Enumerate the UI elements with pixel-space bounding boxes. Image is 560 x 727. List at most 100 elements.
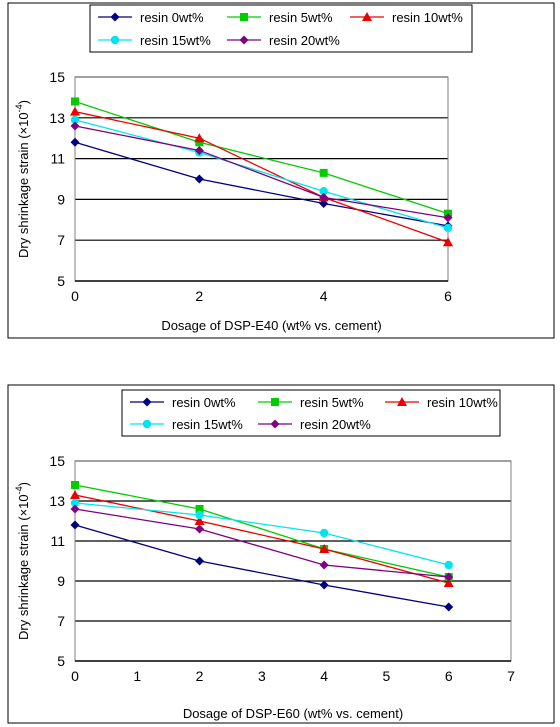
series-resin-0 (70, 520, 454, 612)
series-line (74, 111, 449, 243)
legend-label: resin 10wt% (427, 395, 498, 410)
legend-item: resin 10wt% (385, 395, 498, 410)
data-point (319, 168, 328, 177)
legend-box (89, 4, 473, 53)
x-tick-label: 3 (258, 668, 266, 684)
series-line (74, 125, 449, 219)
legend-item: resin 10wt% (350, 10, 463, 25)
data-point (71, 97, 79, 106)
legend-label: resin 0wt% (140, 10, 204, 25)
data-point (70, 115, 80, 125)
x-axis-label: Dosage of DSP-E60 (wt% vs. cement) (183, 706, 403, 721)
y-axis-label-exponent: -4 (14, 486, 24, 494)
x-tick-label: 6 (444, 288, 452, 304)
chart-frame (7, 384, 555, 724)
chart-panel-dsp-e40: 5 7 9 11 13 15 0 2 4 6 Dosage of DSP-E40 (wt% vs. … (7, 2, 555, 339)
data-point (195, 524, 205, 534)
y-tick-label: 13 (49, 110, 65, 126)
x-tick-label: 6 (445, 668, 453, 684)
data-point (319, 580, 329, 590)
series-line (74, 502, 449, 566)
chart-frame (7, 2, 555, 339)
y-tick-label: 5 (57, 653, 65, 669)
legend: resin 0wt% resin 5wt% resin 10wt% resin 15w… (89, 4, 473, 53)
legend-label: resin 10wt% (392, 10, 463, 25)
data-point (319, 528, 329, 538)
data-point (194, 133, 205, 143)
legend-swatch-marker (142, 397, 152, 407)
y-axis-label-text: Dry shrinkage strain (×10 (16, 112, 31, 258)
y-tick-label: 9 (57, 191, 65, 207)
data-point (443, 223, 453, 233)
data-point (70, 498, 80, 508)
y-axis-label-close: ) (16, 100, 31, 104)
legend-item: resin 0wt% (130, 395, 236, 410)
x-tick-label: 0 (71, 288, 79, 304)
series-resin-10 (70, 490, 454, 587)
data-point (70, 504, 80, 514)
data-point (443, 237, 453, 247)
series-line (74, 100, 449, 215)
series-line (74, 508, 449, 578)
legend-item: resin 15wt% (98, 33, 211, 48)
y-tick-label: 13 (49, 493, 65, 509)
series-resin-15 (70, 115, 453, 233)
x-tick-label: 0 (71, 668, 79, 684)
data-point (70, 106, 80, 116)
series-line (74, 494, 449, 584)
data-point (71, 481, 79, 489)
y-tick-label: 11 (50, 533, 65, 549)
data-point (194, 516, 205, 525)
series-line (74, 119, 449, 229)
data-point (70, 121, 80, 131)
x-tick-label: 4 (320, 668, 328, 684)
legend-swatch-marker (110, 12, 120, 22)
legend-label: resin 5wt% (269, 10, 333, 25)
data-point (319, 560, 329, 570)
series-resin-15 (70, 498, 453, 570)
x-tick-label: 1 (133, 668, 141, 684)
legend-swatch-marker (110, 35, 120, 45)
legend-label: resin 20wt% (300, 417, 371, 432)
y-tick-label: 7 (57, 613, 65, 629)
y-axis-label-close: ) (16, 482, 31, 486)
legend-item: resin 20wt% (258, 417, 371, 432)
x-tick-label: 2 (196, 668, 204, 684)
data-point (194, 145, 204, 155)
legend-label: resin 0wt% (172, 395, 236, 410)
data-point (195, 556, 205, 566)
series-line (74, 484, 449, 578)
series-line (74, 524, 449, 608)
x-tick-label: 2 (195, 288, 203, 304)
y-axis-label: Dry shrinkage strain (×10-4) (14, 482, 31, 640)
x-tick-label: 4 (320, 288, 328, 304)
legend-item: resin 20wt% (227, 33, 340, 48)
y-axis-label-text: Dry shrinkage strain (×10 (16, 494, 31, 640)
legend-item: resin 5wt% (258, 395, 364, 410)
series-resin-20 (70, 121, 453, 223)
legend-swatch-marker (397, 397, 407, 406)
series-line (74, 141, 449, 227)
data-point (444, 572, 454, 582)
y-tick-label: 15 (49, 69, 65, 85)
legend-swatch-marker (362, 12, 372, 21)
legend-label: resin 15wt% (140, 33, 211, 48)
data-point (444, 602, 454, 612)
legend-label: resin 15wt% (172, 417, 243, 432)
series-resin-20 (70, 504, 454, 582)
y-tick-label: 15 (49, 453, 65, 469)
legend-swatch-marker (239, 35, 249, 45)
data-point (319, 187, 328, 196)
x-tick-label: 7 (507, 668, 515, 684)
data-point (195, 138, 204, 147)
legend: resin 0wt% resin 5wt% resin 10wt% resin 15w… (121, 389, 501, 437)
data-point (443, 578, 454, 587)
y-axis-label-exponent: -4 (14, 104, 24, 112)
legend-item: resin 5wt% (227, 10, 333, 25)
y-tick-label: 7 (57, 232, 65, 248)
data-point (195, 510, 204, 520)
legend-item: resin 15wt% (130, 417, 243, 432)
y-tick-label: 5 (57, 273, 65, 289)
data-point (70, 490, 80, 499)
